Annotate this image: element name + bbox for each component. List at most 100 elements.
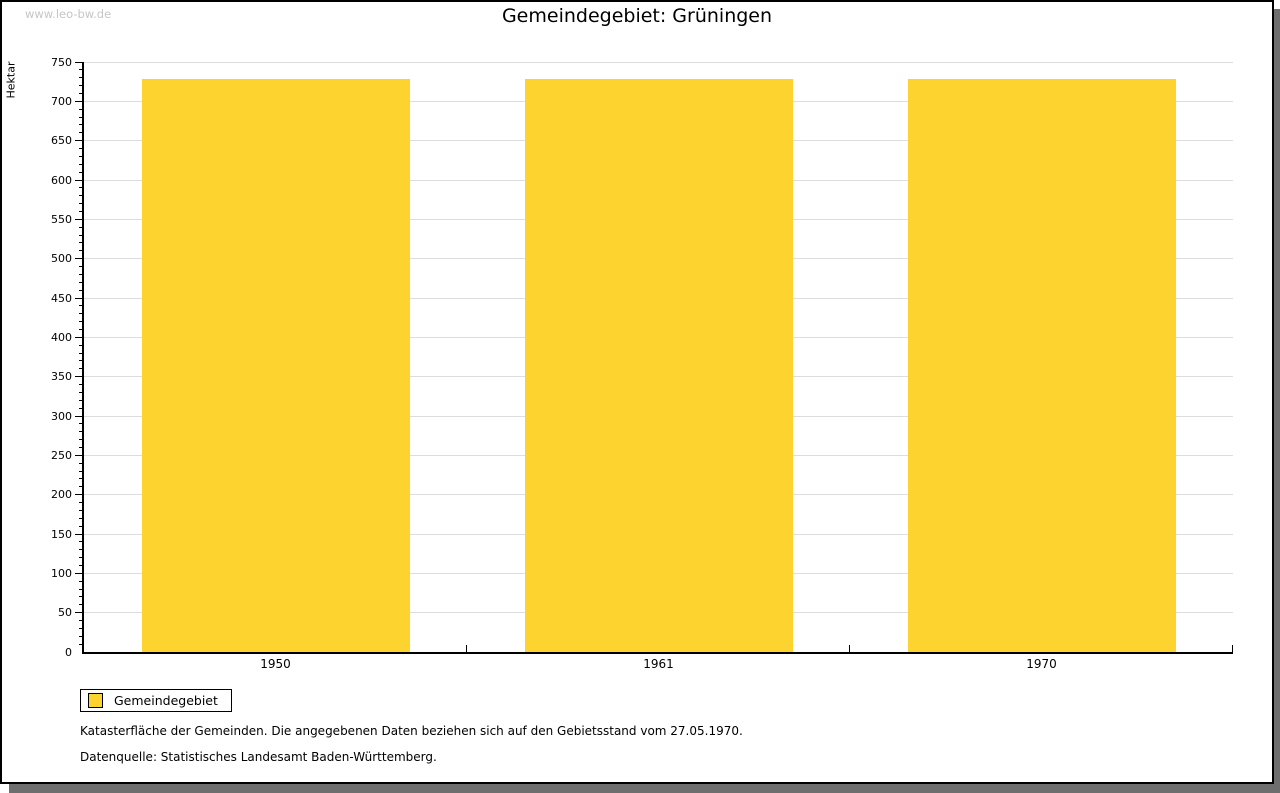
y-axis-tick [79,210,84,212]
y-axis-tick [79,391,84,393]
y-axis-tick [79,281,84,283]
y-axis-tick [79,148,84,150]
x-axis-tick [466,645,467,652]
x-axis-tick [849,645,850,652]
y-axis-tick [79,580,84,582]
y-tick-label: 400 [51,330,72,344]
y-axis-tick [79,509,84,511]
y-axis-tick [79,305,84,307]
y-axis-tick [79,132,84,134]
y-axis-tick [79,242,84,244]
y-axis-tick [79,360,84,362]
y-axis-tick [79,439,84,441]
y-axis-tick [79,462,84,464]
legend-box: Gemeindegebiet [80,689,232,712]
y-axis-tick [79,155,84,157]
x-category-label: 1961 [643,657,674,671]
y-axis-tick [75,336,84,338]
y-axis-tick [75,140,84,142]
y-axis-tick [79,470,84,472]
y-axis-tick [79,627,84,629]
legend-swatch [88,693,103,708]
y-tick-label: 600 [51,173,72,187]
y-tick-label: 200 [51,488,72,502]
y-axis-tick [79,171,84,173]
y-tick-label: 0 [65,645,72,659]
y-axis-tick [79,478,84,480]
y-axis-tick [79,289,84,291]
watermark-text: www.leo-bw.de [25,7,112,21]
y-axis-tick [75,61,84,63]
y-tick-label: 150 [51,527,72,541]
y-axis-tick [79,273,84,275]
y-axis-tick [79,407,84,409]
y-axis-tick [79,525,84,527]
y-axis-tick [75,376,84,378]
footnote-data-description: Katasterfläche der Gemeinden. Die angege… [80,724,743,738]
y-tick-label: 250 [51,448,72,462]
y-axis-tick [79,502,84,504]
y-tick-label: 750 [51,55,72,69]
y-axis-tick [75,494,84,496]
y-axis-tick [75,100,84,102]
x-category-label: 1970 [1026,657,1057,671]
bar-1970 [907,78,1176,652]
y-axis-tick [79,596,84,598]
footnote-data-source: Datenquelle: Statistisches Landesamt Bad… [80,750,437,764]
y-axis-tick [79,226,84,228]
y-axis-label: Hektar [4,61,18,99]
y-axis-tick [79,517,84,519]
bar-1961 [524,78,793,652]
y-axis-tick [79,431,84,433]
y-axis-tick [79,564,84,566]
y-tick-label: 500 [51,252,72,266]
y-axis-tick [79,250,84,252]
y-axis-tick [79,604,84,606]
y-axis-tick [75,218,84,220]
y-axis-tick [79,620,84,622]
y-axis-tick [79,313,84,315]
y-axis-tick [75,297,84,299]
y-axis-tick [79,635,84,637]
y-axis-tick [79,108,84,110]
y-axis-tick [79,85,84,87]
y-axis-tick [79,266,84,268]
y-axis-tick [79,541,84,543]
y-axis-tick [79,344,84,346]
y-axis-tick [79,486,84,488]
y-axis-tick [79,328,84,330]
y-tick-label: 450 [51,291,72,305]
y-axis-tick [79,643,84,645]
y-axis-tick [79,399,84,401]
y-tick-label: 550 [51,212,72,226]
y-axis-tick [79,446,84,448]
y-tick-label: 650 [51,134,72,148]
y-axis-tick [79,368,84,370]
y-tick-label: 100 [51,566,72,580]
y-axis-tick [79,384,84,386]
y-axis-tick [79,69,84,71]
y-axis-tick [79,92,84,94]
y-axis-tick [79,234,84,236]
y-axis-tick [79,321,84,323]
bar-1950 [141,78,410,652]
y-axis-tick [75,454,84,456]
y-gridline [84,61,1233,63]
y-axis-tick [79,77,84,79]
y-axis-tick [75,415,84,417]
x-category-label: 1950 [260,657,291,671]
y-tick-label: 700 [51,94,72,108]
y-tick-label: 350 [51,370,72,384]
y-tick-label: 300 [51,409,72,423]
legend-label: Gemeindegebiet [114,693,218,708]
y-axis-tick [75,612,84,614]
y-axis-tick [79,557,84,559]
x-axis-tick [1232,645,1233,652]
y-tick-label: 50 [58,606,72,620]
plot-area: 0 50 100 150 200 250 300 350 400 450 500 550 600 650 7… [51,56,1233,671]
y-axis-tick [75,179,84,181]
y-axis-tick [75,533,84,535]
y-axis-tick [79,124,84,126]
y-axis-tick [79,163,84,165]
